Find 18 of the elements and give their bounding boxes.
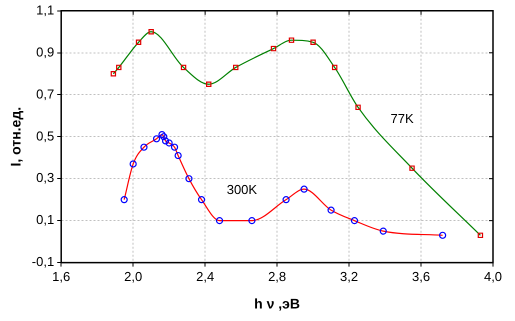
x-tick-label: 2,8 bbox=[268, 268, 286, 284]
x-tick-label: 3,2 bbox=[340, 268, 358, 284]
x-axis-title: h ν ,эВ bbox=[254, 295, 300, 312]
y-tick-label: 0,3 bbox=[36, 170, 54, 186]
y-tick-label: 0,9 bbox=[36, 44, 54, 60]
y-tick-label: 1,1 bbox=[36, 2, 54, 18]
x-tick-label: 2,0 bbox=[124, 268, 142, 284]
y-tick-label: 0,5 bbox=[36, 128, 54, 144]
y-axis-title: I, отн.ед. bbox=[7, 106, 24, 167]
y-tick-label: -0,1 bbox=[32, 254, 54, 270]
y-tick-label: 0,1 bbox=[36, 212, 54, 228]
y-tick-label: 0,7 bbox=[36, 86, 54, 102]
x-tick-label: 3,6 bbox=[412, 268, 430, 284]
x-tick-label: 1,6 bbox=[52, 268, 70, 284]
x-tick-label: 2,4 bbox=[196, 268, 214, 284]
series-label: 77K bbox=[390, 110, 414, 126]
series-label: 300K bbox=[226, 182, 258, 198]
x-tick-label: 4,0 bbox=[484, 268, 502, 284]
